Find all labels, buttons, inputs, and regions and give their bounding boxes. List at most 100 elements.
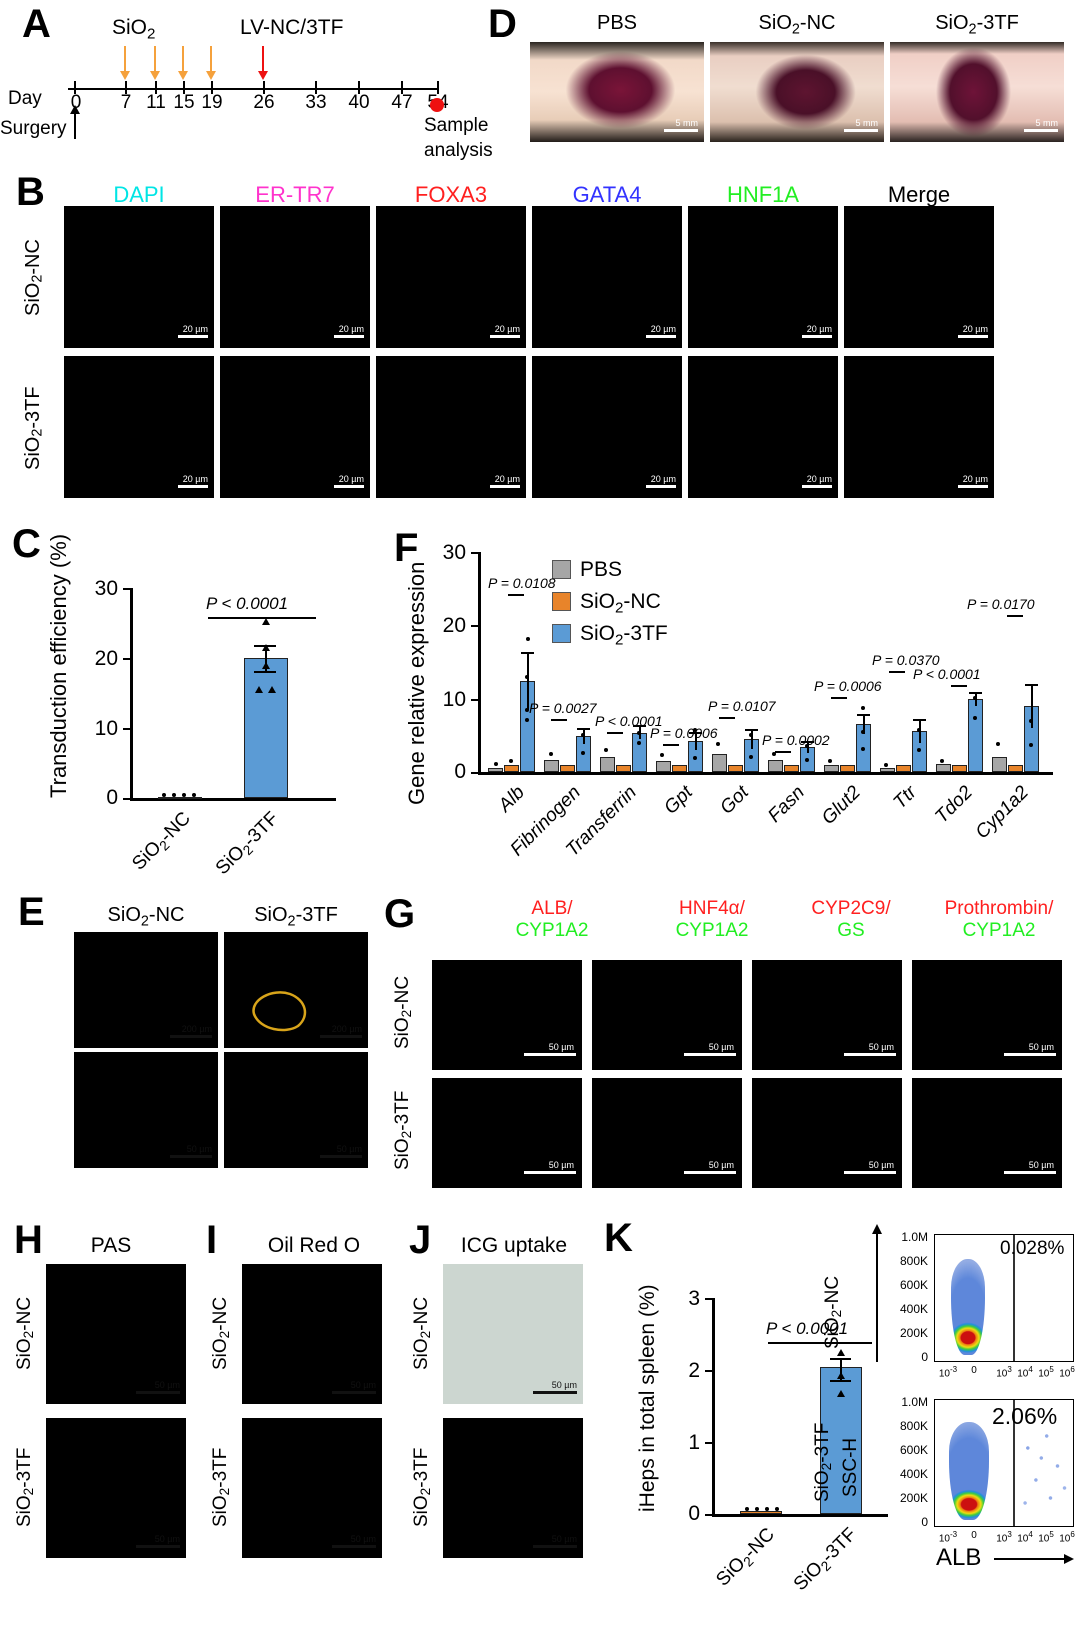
panel-g-hepatic-markers: G ALB/ CYP1A2 HNF4α/ CYP1A2 CYP2C9/ GS P… — [380, 880, 1080, 1210]
panel-k-flow-row-label-sio2-nc: SiO2-NC — [822, 1275, 845, 1349]
panel-j-letter: J — [409, 1218, 432, 1262]
scale-label: 20 µm — [806, 324, 832, 334]
scale-label: 20 µm — [182, 474, 208, 484]
panel-h-row-label-sio2-3tf: SiO2-3TF — [14, 1447, 37, 1527]
panel-k-flow-plot-sio2-3tf[interactable] — [934, 1399, 1074, 1527]
tick-day54 — [437, 81, 439, 94]
day-value-0: 0 — [70, 92, 82, 113]
panel-f-point — [693, 756, 697, 760]
panel-e-img-3tf-low: 200 µm — [224, 932, 368, 1048]
panel-f-xlabel-ttr: Ttr — [889, 782, 921, 814]
scale-bar — [802, 485, 832, 488]
scale-bar — [320, 1035, 362, 1038]
scale-label: 50 µm — [868, 1042, 894, 1052]
panel-f-bar-ttr-sio2nc — [896, 765, 911, 772]
sio2-arrow-day15 — [178, 46, 188, 80]
scale-bar — [646, 335, 676, 338]
scale-label: 50 µm — [186, 1144, 212, 1154]
panel-f-pvalue-line — [719, 717, 735, 719]
scale-bar — [684, 1053, 736, 1056]
panel-f-gene-expression-chart: F Gene relative expression 30 20 10 0 PB… — [390, 520, 1080, 861]
panel-f-pvalue-line — [663, 744, 679, 746]
scale-bar — [1004, 1171, 1056, 1174]
panel-k-ytick-0 — [705, 1514, 712, 1516]
panel-f-errorbar — [863, 714, 865, 734]
panel-k-errorcap-bottom — [830, 1380, 851, 1382]
panel-k-flow-plot-sio2-nc[interactable] — [934, 1234, 1074, 1362]
panel-f-bar-got-sio2nc — [728, 765, 743, 772]
scale-label: 20 µm — [650, 324, 676, 334]
panel-f-point — [581, 751, 585, 755]
panel-c-ytick-10 — [123, 728, 130, 730]
panel-f-point — [581, 733, 585, 737]
panel-f-errorcap — [857, 714, 870, 716]
panel-f-point — [828, 759, 832, 763]
scale-label: 50 µm — [551, 1380, 577, 1390]
scale-label: 200 µm — [331, 1024, 362, 1034]
panel-f-bar-alb-pbs — [488, 768, 503, 772]
panel-g-img-nc-1: 50 µm — [432, 960, 582, 1070]
scale-bar — [332, 1545, 376, 1548]
panel-k-flow-top-ytick-600K: 600K — [899, 1278, 928, 1292]
scale-bar — [490, 485, 520, 488]
panel-k-point — [745, 1507, 749, 1511]
sio2-arrow-day19 — [206, 46, 216, 80]
panel-i-row-label-sio2-3tf: SiO2-3TF — [210, 1447, 233, 1527]
sample-label: Sample — [424, 115, 489, 136]
panel-f-letter: F — [394, 526, 419, 570]
panel-k-flow-top-xtick-5: 106 — [1059, 1365, 1075, 1380]
panel-c-ytick-20 — [123, 658, 130, 660]
panel-c-y-axis — [130, 588, 133, 800]
scale-bar — [490, 335, 520, 338]
scale-label: 50 µm — [708, 1160, 734, 1170]
panel-c-errorbar-3tf — [265, 645, 267, 671]
panel-k-flow-top-xtick-0: 10-3 — [938, 1365, 958, 1380]
scale-label: 50 µm — [1028, 1042, 1054, 1052]
panel-f-pvalue-line — [889, 671, 905, 673]
panel-f-errorbar — [751, 729, 753, 749]
panel-g-img-3tf-4: 50 µm — [912, 1078, 1062, 1188]
panel-f-legend-swatch-pbs — [552, 560, 571, 579]
panel-f-errorcap — [801, 741, 814, 743]
panel-e-img-nc-high: 50 µm — [74, 1052, 218, 1168]
scale-label: 20 µm — [494, 474, 520, 484]
panel-c-ytick-0 — [123, 798, 130, 800]
panel-k-ylabel-2: 2 — [688, 1359, 700, 1382]
panel-f-pvalue-line — [775, 751, 791, 753]
panel-f-xlabel-transferrin: Transferrin — [562, 782, 641, 861]
panel-b-col-ertr7: ER-TR7 — [255, 182, 335, 207]
panel-a-timeline: A SiO2 LV-NC/3TF Day 0 7 11 15 19 26 33 … — [0, 0, 493, 165]
panel-f-ylabel-30: 30 — [442, 541, 466, 564]
scale-label: 20 µm — [338, 324, 364, 334]
scale-label: 50 µm — [708, 1042, 734, 1052]
panel-e-col-label-sio2-3tf: SiO2-3TF — [254, 904, 338, 930]
panel-f-point — [1029, 743, 1033, 747]
panel-k-flow-percent-3tf: 2.06% — [992, 1403, 1058, 1429]
panel-f-pvalue-alb: P = 0.0108 — [488, 575, 556, 591]
panel-c-point — [262, 644, 270, 651]
panel-f-ytick-20 — [471, 625, 478, 627]
scale-bar — [844, 1053, 896, 1056]
panel-c-bar-sio2-nc — [158, 797, 202, 799]
panel-f-xlabel-got: Got — [716, 782, 753, 819]
panel-k-flow-bot-xtick-0: 10-3 — [938, 1530, 958, 1545]
panel-k-flow-bot-ytick-800K: 800K — [899, 1419, 928, 1433]
panel-f-point — [526, 637, 530, 641]
scale-label: 20 µm — [182, 324, 208, 334]
panel-d-image-pbs: 5 mm — [530, 42, 704, 142]
scale-label-pbs: 5 mm — [675, 118, 699, 128]
panel-k-flow-bot-xtick-1: 0 — [971, 1530, 977, 1541]
panel-k-flow-top-xtick-4: 105 — [1038, 1365, 1054, 1380]
panel-g-col-header-2: HNF4α/ CYP1A2 — [675, 898, 749, 941]
scale-bar — [958, 485, 988, 488]
panel-k-flow-bot-ytick-200K: 200K — [899, 1491, 928, 1505]
scale-bar-sio2-3tf — [1024, 129, 1058, 132]
panel-f-pvalue-fibrinogen: P = 0.0027 — [529, 700, 597, 716]
panel-d-col-label-sio2-3tf: SiO2-3TF — [935, 12, 1019, 38]
panel-j-row-label-sio2-3tf: SiO2-3TF — [411, 1447, 434, 1527]
panel-i-img-nc: 50 µm — [242, 1264, 382, 1404]
scale-label: 20 µm — [806, 474, 832, 484]
panel-d-col-label-pbs: PBS — [596, 12, 638, 34]
panel-f-errorcap — [633, 725, 646, 727]
panel-f-pvalue-line — [951, 685, 967, 687]
